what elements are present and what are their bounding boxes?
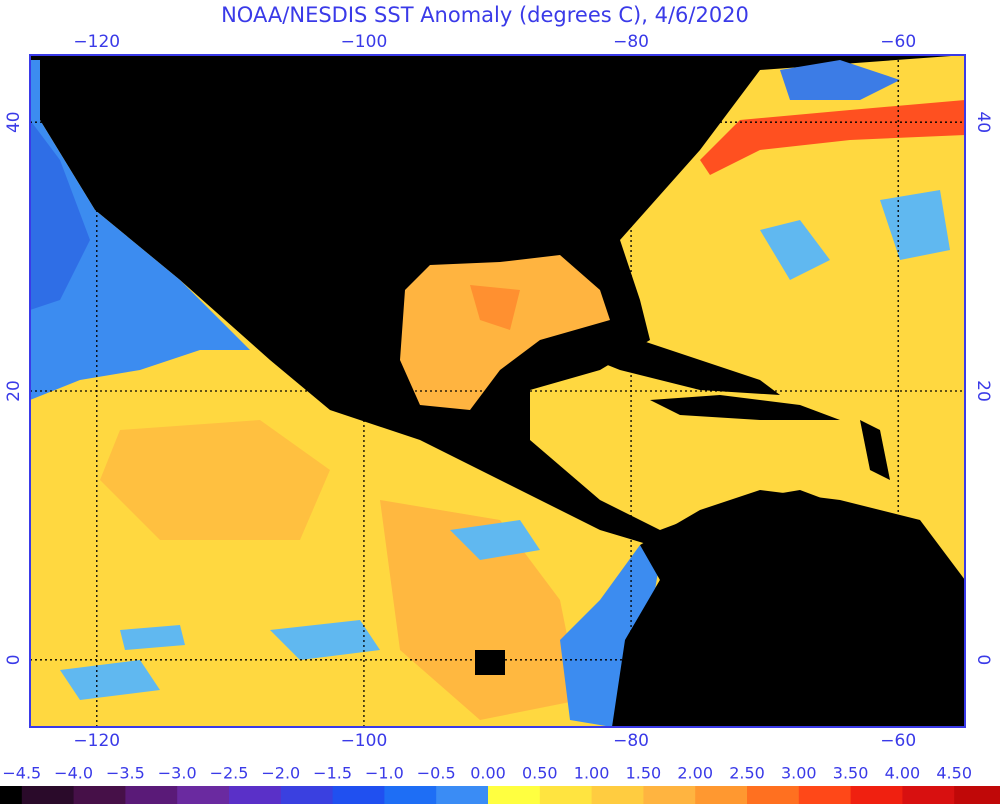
colorbar-label: 3.00 [781, 764, 817, 783]
colorbar-label: 2.00 [677, 764, 713, 783]
colorbar-label: 2.50 [729, 764, 765, 783]
colorbar-swatch [643, 786, 696, 804]
map-title: NOAA/NESDIS SST Anomaly (degrees C), 4/6… [221, 3, 749, 27]
colorbar-label: −4.5 [2, 764, 41, 783]
y-tick-label: 20 [4, 380, 24, 402]
colorbar-swatch [850, 786, 903, 804]
colorbar-swatch [125, 786, 178, 804]
colorbar-label: 3.50 [833, 764, 869, 783]
colorbar-label: −2.0 [261, 764, 300, 783]
colorbar-label: 1.50 [626, 764, 662, 783]
colorbar-swatch [591, 786, 644, 804]
colorbar-label: −0.5 [417, 764, 456, 783]
colorbar-swatch [229, 786, 282, 804]
y-tick-label: 40 [4, 111, 24, 133]
colorbar-label: −2.5 [210, 764, 249, 783]
map-frame [29, 54, 966, 728]
x-tick-label: −60 [880, 32, 916, 52]
colorbar-swatch [177, 786, 230, 804]
colorbar-swatch [384, 786, 437, 804]
colorbar-swatch [73, 786, 126, 804]
y-tick-label: 0 [973, 654, 993, 665]
x-tick-label: −100 [341, 731, 388, 751]
colorbar-label: 1.00 [574, 764, 610, 783]
colorbar-swatch [21, 786, 75, 804]
colorbar-swatch [539, 786, 593, 804]
colorbar-swatch [332, 786, 385, 804]
colorbar-label: −4.0 [54, 764, 93, 783]
y-tick-label: 20 [973, 380, 993, 402]
colorbar-label: −3.5 [106, 764, 145, 783]
colorbar-swatch [954, 786, 1000, 804]
colorbar-swatch [488, 786, 541, 804]
colorbar-label: −1.5 [313, 764, 352, 783]
colorbar-swatch [747, 786, 800, 804]
colorbar-swatch [280, 786, 334, 804]
colorbar-label: 4.00 [885, 764, 921, 783]
colorbar-label: −1.0 [365, 764, 404, 783]
x-tick-label: −80 [613, 32, 649, 52]
x-tick-label: −60 [880, 731, 916, 751]
x-tick-label: −120 [73, 731, 120, 751]
colorbar-swatch [436, 786, 489, 804]
colorbar-label: 0.00 [470, 764, 506, 783]
x-tick-label: −120 [73, 32, 120, 52]
colorbar-swatch [902, 786, 955, 804]
colorbar-swatch [798, 786, 852, 804]
x-tick-label: −80 [613, 731, 649, 751]
colorbar-swatch [695, 786, 748, 804]
y-tick-label: 40 [973, 111, 993, 133]
colorbar-swatch [0, 786, 23, 804]
colorbar-label: 4.50 [936, 764, 972, 783]
sst-field [30, 55, 965, 727]
colorbar-label: 0.50 [522, 764, 558, 783]
y-tick-label: 0 [4, 654, 24, 665]
colorbar-label: −3.0 [158, 764, 197, 783]
x-tick-label: −100 [341, 32, 388, 52]
